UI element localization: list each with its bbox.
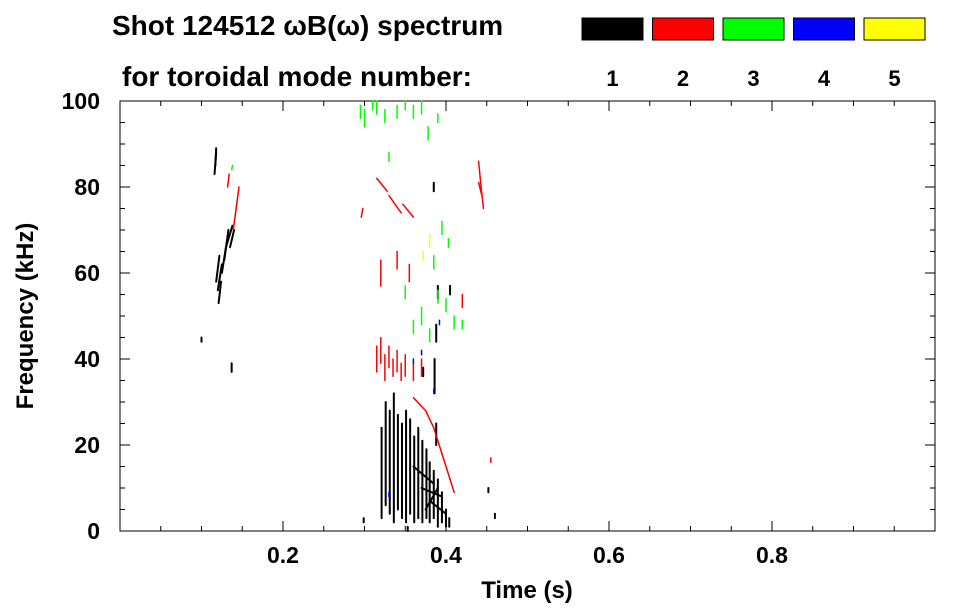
legend-label: 5 xyxy=(888,66,900,91)
spectrum-mark xyxy=(217,280,223,305)
spectrum-mark xyxy=(477,160,482,188)
x-tick-label: 0.4 xyxy=(430,542,462,568)
y-tick-label: 0 xyxy=(87,518,100,544)
series-mode-4 xyxy=(388,319,441,498)
data-marks xyxy=(200,100,496,532)
x-tick-label: 0.6 xyxy=(593,542,625,568)
y-axis: 0 20 40 60 80 100 xyxy=(62,88,935,544)
legend-label: 1 xyxy=(606,66,618,91)
x-axis-label: Time (s) xyxy=(481,577,573,604)
series-mode-2 xyxy=(226,160,492,494)
legend-swatch xyxy=(722,17,785,41)
spectrum-mark xyxy=(449,478,455,494)
legend-swatch xyxy=(793,17,855,41)
spectrum-mark xyxy=(229,229,236,249)
spectrum-mark xyxy=(477,181,483,197)
spectrum-mark xyxy=(441,452,451,481)
series-mode-5 xyxy=(422,233,431,261)
spectrum-mark xyxy=(388,194,402,214)
spectrum-mark xyxy=(360,207,364,218)
spectrum-mark xyxy=(428,499,447,515)
spectrum-mark xyxy=(424,409,435,429)
spectrum-mark xyxy=(402,203,415,218)
legend-label: 2 xyxy=(677,66,689,91)
x-tick-label: 0.8 xyxy=(756,542,788,568)
chart-title: Shot 124512 ωB(ω) spectrum xyxy=(112,10,503,41)
spectrum-mark xyxy=(420,487,443,498)
legend-swatch xyxy=(581,17,644,41)
y-tick-label: 20 xyxy=(74,432,100,458)
legend-label: 3 xyxy=(747,66,759,91)
spectrum-mark xyxy=(214,147,218,167)
series-mode-1 xyxy=(200,147,496,532)
chart-subtitle: for toroidal mode number: xyxy=(122,61,472,92)
plot-frame xyxy=(119,100,936,532)
y-tick-label: 60 xyxy=(74,260,100,286)
legend-label: 4 xyxy=(818,66,831,91)
y-tick-label: 100 xyxy=(62,88,100,114)
x-axis: 0.2 0.4 0.6 0.8 xyxy=(160,101,895,568)
spectrum-mark xyxy=(216,263,223,292)
spectrum-mark xyxy=(226,173,230,188)
x-tick-label: 0.2 xyxy=(267,542,299,568)
legend-swatch xyxy=(652,17,714,41)
spectrum-mark xyxy=(480,186,485,210)
y-tick-label: 80 xyxy=(74,174,100,200)
spectrum-mark xyxy=(215,254,221,283)
spectrum-mark xyxy=(232,186,240,231)
spectrum-mark xyxy=(412,396,427,412)
spectrum-mark xyxy=(412,465,435,485)
series-mode-3 xyxy=(230,100,464,343)
spectrum-mark xyxy=(230,164,234,171)
spectrum-mark xyxy=(375,177,389,193)
spectrum-mark xyxy=(424,487,439,511)
spectrum-mark xyxy=(433,427,443,455)
y-tick-label: 40 xyxy=(74,346,100,372)
y-axis-label: Frequency (kHz) xyxy=(12,223,39,410)
spectrum-mark xyxy=(224,224,234,249)
legend: 1 2 3 4 5 xyxy=(581,17,926,91)
legend-swatch xyxy=(863,17,926,41)
